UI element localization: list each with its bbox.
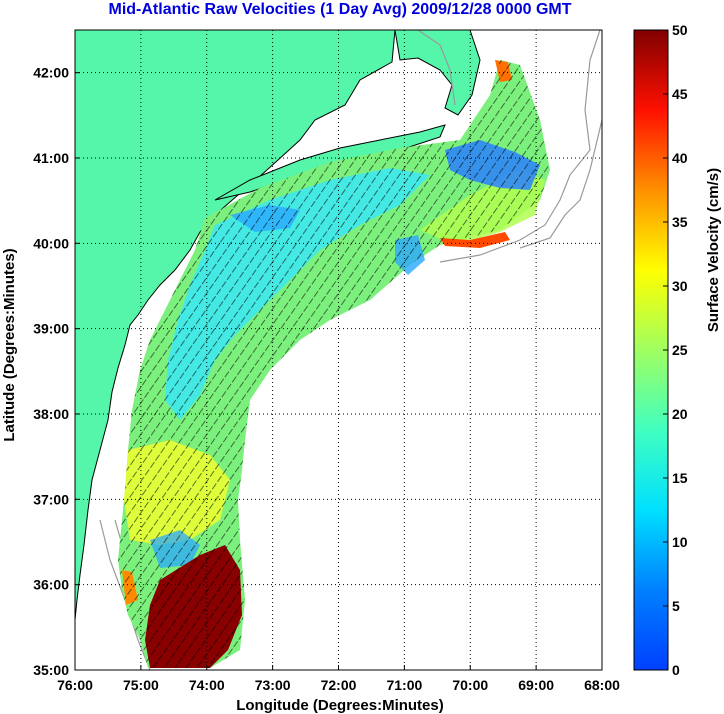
x-tick-label: 74:00 — [189, 677, 225, 693]
colorbar-tick-labels: 0 5 10 15 20 25 30 35 40 45 50 — [663, 22, 688, 678]
plot-frame — [74, 29, 603, 671]
colorbar-tick-label: 30 — [672, 278, 688, 294]
colorbar-tick-label: 40 — [672, 150, 688, 166]
colorbar-tick-label: 0 — [672, 662, 680, 678]
x-axis-label: Longitude (Degrees:Minutes) — [236, 697, 444, 714]
land-cape-cod — [394, 30, 481, 116]
colorbar-tick-label: 15 — [672, 470, 688, 486]
map-grid — [74, 30, 603, 671]
colorbar-tick-label: 10 — [672, 534, 688, 550]
colorbar-tick-label: 45 — [672, 86, 688, 102]
x-tick-label: 73:00 — [255, 677, 291, 693]
y-tick-label: 38:00 — [33, 406, 69, 422]
x-tick-label: 72:00 — [321, 677, 357, 693]
colorbar-tick-label: 50 — [672, 22, 688, 38]
field-arrows — [118, 60, 550, 668]
x-tick-labels: 76:00 75:00 74:00 73:00 72:00 71:00 70:00 69:00… — [57, 677, 620, 693]
y-tick-label: 39:00 — [33, 321, 69, 337]
y-tick-label: 36:00 — [33, 577, 69, 593]
y-tick-label: 41:00 — [33, 150, 69, 166]
field-orange-nantucket — [440, 232, 510, 248]
x-tick-label: 75:00 — [123, 677, 159, 693]
y-tick-label: 37:00 — [33, 491, 69, 507]
y-tick-label: 35:00 — [33, 662, 69, 678]
y-tick-label: 40:00 — [33, 235, 69, 251]
x-tick-label: 70:00 — [452, 677, 488, 693]
colorbar-tick-label: 20 — [672, 406, 688, 422]
y-tick-labels: 35:00 36:00 37:00 38:00 39:00 40:00 41:00 42:00 — [33, 65, 69, 678]
land-mainland — [75, 30, 396, 621]
colorbar-tick-label: 35 — [672, 214, 688, 230]
map-title: Mid-Atlantic Raw Velocities (1 Day Avg) … — [108, 1, 572, 18]
x-tick-label: 68:00 — [584, 677, 620, 693]
x-tick-label: 76:00 — [57, 677, 93, 693]
x-tick-label: 71:00 — [386, 677, 422, 693]
colorbar-label: Surface Velocity (cm/s) — [705, 168, 722, 332]
colorbar-tick-label: 25 — [672, 342, 688, 358]
colorbar — [633, 29, 669, 671]
y-tick-label: 42:00 — [33, 65, 69, 81]
y-axis-label: Latitude (Degrees:Minutes) — [1, 248, 18, 441]
colorbar-tick-label: 5 — [672, 598, 680, 614]
x-tick-label: 69:00 — [518, 677, 554, 693]
velocity-field — [118, 60, 550, 668]
